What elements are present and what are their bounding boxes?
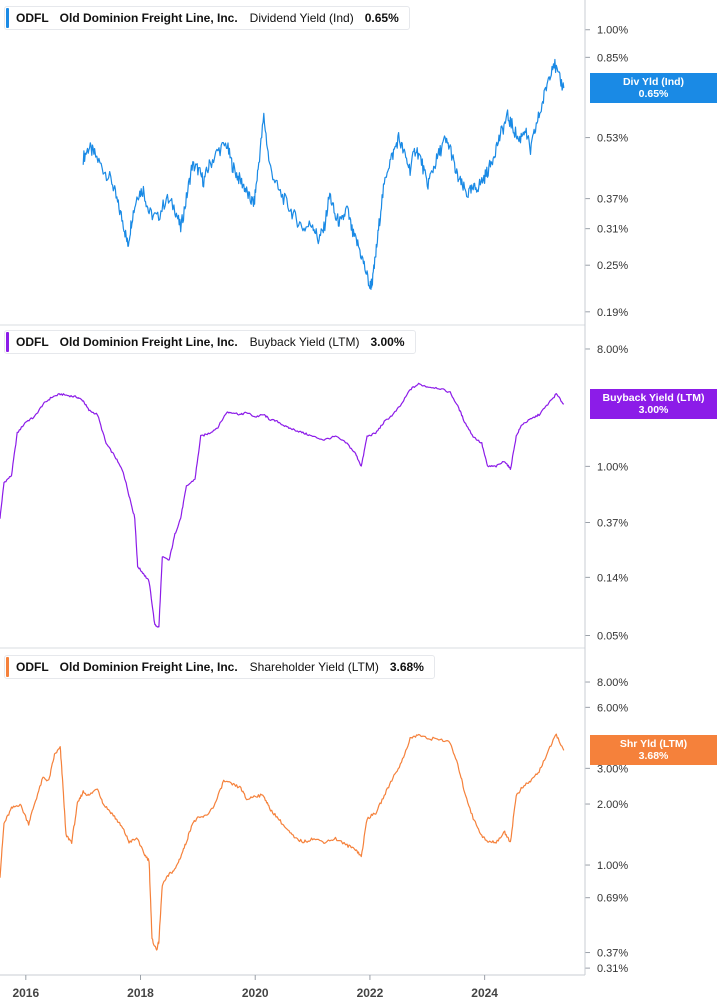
series-line	[0, 733, 565, 951]
legend-ticker: ODFL	[16, 660, 49, 674]
badge-label: Buyback Yield (LTM)	[602, 392, 705, 405]
y-tick-label: 0.37%	[597, 948, 628, 960]
legend-company: Old Dominion Freight Line, Inc.	[59, 335, 238, 349]
series-line	[0, 382, 565, 628]
y-tick-label: 0.37%	[597, 194, 628, 206]
legend-metric: Shareholder Yield (LTM)	[249, 660, 379, 674]
badge-label: Div Yld (Ind)	[622, 75, 685, 88]
panel-0: 1.00% 0.85% 0.53% 0.37% 0.31% 0.25% 0.19%	[0, 25, 628, 326]
badge-buyback-yield: Buyback Yield (LTM) 3.00%	[590, 389, 717, 420]
x-tick-label: 2016	[12, 986, 39, 1000]
legend-buyback-yield: ODFL Old Dominion Freight Line, Inc. Buy…	[4, 330, 416, 354]
y-tick-label: 0.69%	[597, 893, 628, 905]
y-tick-label: 2.00%	[597, 799, 628, 811]
y-tick-label: 0.31%	[597, 963, 628, 975]
legend-dividend-yield: ODFL Old Dominion Freight Line, Inc. Div…	[4, 6, 410, 30]
badge-value: 0.65%	[638, 87, 669, 100]
legend-ticker: ODFL	[16, 11, 49, 25]
panel-1: 8.00% 1.00% 0.37% 0.14% 0.05%	[0, 344, 628, 649]
legend-metric: Buyback Yield (LTM)	[249, 335, 360, 349]
badge-shareholder-yield: Shr Yld (LTM) 3.68%	[590, 735, 717, 766]
badge-label: Shr Yld (LTM)	[619, 738, 688, 751]
y-tick-label: 3.00%	[597, 763, 628, 775]
y-tick-label: 1.00%	[597, 25, 628, 37]
y-tick-label: 0.05%	[597, 630, 628, 642]
badge-dividend-yield: Div Yld (Ind) 0.65%	[590, 72, 717, 103]
y-tick-label: 0.14%	[597, 572, 628, 584]
y-tick-label: 0.53%	[597, 133, 628, 145]
series-line	[82, 58, 565, 290]
y-tick-label: 8.00%	[597, 344, 628, 356]
y-tick-label: 1.00%	[597, 461, 628, 473]
series-color-swatch	[6, 657, 9, 677]
badge-value: 3.00%	[638, 404, 669, 417]
x-tick-label: 2018	[127, 986, 154, 1000]
y-tick-label: 0.85%	[597, 52, 628, 64]
panel-2: 8.00% 6.00% 3.00% 2.00% 1.00% 0.69% 0.37% 0.31%	[0, 677, 628, 976]
y-tick-label: 6.00%	[597, 702, 628, 714]
y-tick-label: 0.25%	[597, 260, 628, 272]
series-color-swatch	[6, 332, 9, 352]
legend-company: Old Dominion Freight Line, Inc.	[59, 660, 238, 674]
y-tick-label: 0.37%	[597, 517, 628, 529]
badge-value: 3.68%	[638, 750, 669, 763]
legend-value: 3.00%	[370, 335, 405, 349]
legend-value: 3.68%	[389, 660, 424, 674]
y-tick-label: 8.00%	[597, 677, 628, 689]
y-tick-label: 0.19%	[597, 307, 628, 319]
legend-ticker: ODFL	[16, 335, 49, 349]
y-tick-label: 0.31%	[597, 224, 628, 236]
x-tick-label: 2020	[242, 986, 269, 1000]
legend-value: 0.65%	[364, 11, 399, 25]
x-tick-label: 2022	[357, 986, 384, 1000]
legend-company: Old Dominion Freight Line, Inc.	[59, 11, 238, 25]
legend-metric: Dividend Yield (Ind)	[249, 11, 354, 25]
legend-shareholder-yield: ODFL Old Dominion Freight Line, Inc. Sha…	[4, 655, 435, 679]
series-color-swatch	[6, 8, 9, 28]
x-tick-label: 2024	[471, 986, 498, 1000]
y-tick-label: 1.00%	[597, 860, 628, 872]
